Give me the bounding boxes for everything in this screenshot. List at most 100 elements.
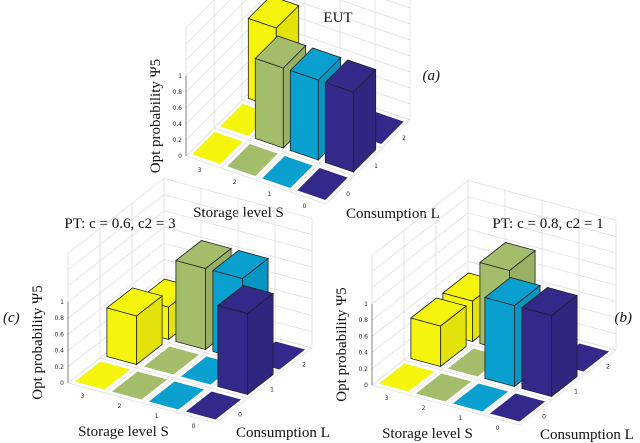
bar-top-face [217,285,274,314]
bar [217,285,274,396]
bar-top-face [212,250,269,279]
storage-tick-label: 0 [303,203,307,210]
bar-top-face [324,59,377,93]
z-tick-label: 0.8 [54,315,64,322]
z-tick-label: 0 [178,153,182,160]
storage-tick-label: 1 [459,415,463,422]
panel-label: (c) [3,310,20,326]
z-tick-label: 0 [364,382,368,389]
consumption-tick-label: 0 [346,191,350,198]
consumption-tick-label: 0 [238,412,242,419]
y-axis-label: Consumption L [236,425,330,441]
storage-tick-label: 0 [192,423,196,430]
chart-title: EUT [323,10,352,26]
storage-tick-label: 1 [268,191,272,198]
z-tick-label: 0.8 [172,89,182,96]
bar-top-face [484,277,541,306]
chart-title: PT: c = 0.6, c2 = 3 [64,216,175,232]
storage-tick-label: 2 [422,405,426,412]
bar-flat [143,346,200,375]
consumption-tick-label: 1 [574,389,578,396]
bar-front-face [254,57,284,149]
z-tick-label: 0.6 [358,333,368,340]
grid-line [325,119,411,205]
panel-label: (a) [423,68,441,84]
bar-flat [489,393,546,422]
consumption-tick-label: 1 [374,163,378,170]
z-axis-label: Opt probability Ψ5 [148,59,164,173]
bar-front-face [324,81,354,173]
x-axis-label: Storage level S [193,205,284,221]
bar-flat [148,381,205,410]
bar [410,297,467,368]
bar-top-face [247,0,300,29]
bar-top-face [521,287,578,316]
z-axis-label: Opt probability Ψ5 [30,285,46,399]
z-tick-label: 0.2 [172,137,182,144]
bar-flat [74,361,131,390]
bar [324,59,377,173]
bar-front-face [521,306,552,398]
bar-front-face [217,304,248,396]
consumption-tick-label: 1 [270,387,274,394]
storage-tick-label: 1 [155,413,159,420]
chart-pt-c06: 0 0.2 0.4 0.6 0.8 1 3 2 1 0 0 1 2 Opt probability Ψ5 S… [3,178,330,441]
bar-top-face [106,287,163,317]
bar-flat [192,132,243,164]
bar-front-face [484,296,515,388]
z-tick-label: 0.4 [54,348,64,355]
consumption-tick-label: 2 [606,364,610,371]
consumption-tick-label: 2 [402,135,406,142]
bar-flat [452,383,509,412]
x-axis-label: Storage level S [78,424,169,440]
z-tick-label: 0.6 [54,331,64,338]
z-tick-label: 0.8 [358,317,368,324]
grid-line [185,155,327,205]
storage-tick-label: 2 [233,179,237,186]
storage-tick-label: 3 [385,395,389,402]
bar-flat [415,373,472,402]
bar-top-face [289,47,342,81]
chart-eut: 0 0.2 0.4 0.6 0.8 1 3 2 1 0 0 1 2 Opt probability Ψ5 S… [148,0,440,222]
bar [521,287,578,398]
x-axis-label: Storage level S [382,426,473,442]
bar-front-face [175,259,206,351]
grid-line [215,347,313,424]
bar-top-face [175,240,232,269]
storage-tick-label: 0 [496,425,500,432]
y-axis-label: Consumption L [540,427,634,443]
bar-flat [185,391,242,420]
consumption-tick-label: 2 [302,362,306,369]
bar-front-face [106,307,137,366]
z-tick-label: 0 [60,380,64,387]
z-tick-label: 1 [60,299,64,306]
z-tick-label: 0.6 [172,105,182,112]
bar [106,287,163,366]
bar-flat [378,363,435,392]
z-tick-label: 1 [364,301,368,308]
storage-tick-label: 3 [198,167,202,174]
z-tick-label: 0.2 [358,366,368,373]
z-axis-label: Opt probability Ψ5 [334,287,350,401]
bar-top-face [410,297,467,327]
storage-tick-label: 3 [81,393,85,400]
storage-tick-label: 2 [118,403,122,410]
z-tick-label: 0.2 [54,364,64,371]
z-tick-label: 1 [178,73,182,80]
bar-top-face [479,242,536,271]
panel-label: (b) [615,310,633,326]
z-tick-label: 0.4 [172,121,182,128]
bar-flat [227,144,278,176]
y-axis-label: Consumption L [346,206,440,222]
chart-title: PT: c = 0.8, c2 = 1 [492,216,603,232]
bar-front-face [289,69,319,161]
consumption-tick-label: 0 [542,414,546,421]
grid-line [519,349,617,426]
chart-pt-c08: 0 0.2 0.4 0.6 0.8 1 3 2 1 0 0 1 2 Opt probability Ψ5 S… [334,180,634,443]
bar-front-face [410,317,441,368]
z-tick-label: 0.4 [358,350,368,357]
bar-flat [111,371,168,400]
bar-flat [262,156,313,188]
bar-top-face [254,35,307,69]
